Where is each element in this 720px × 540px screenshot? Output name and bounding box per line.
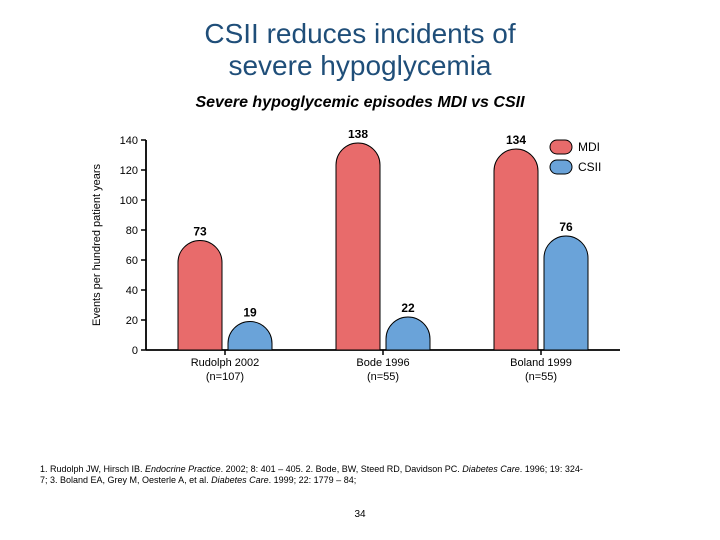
svg-text:138: 138 <box>348 130 368 141</box>
svg-text:134: 134 <box>506 133 526 147</box>
page-number: 34 <box>0 509 720 520</box>
svg-text:73: 73 <box>193 225 207 239</box>
ref-text: Diabetes Care <box>211 475 269 485</box>
svg-text:Bode 1996: Bode 1996 <box>356 357 409 369</box>
bar-chart: 0 20 40 60 80 100 120 140 Events per hundred pat… <box>80 130 640 400</box>
svg-text:(n=55): (n=55) <box>367 371 399 383</box>
title-line-2: severe hypoglycemia <box>228 50 491 81</box>
chart-container: 0 20 40 60 80 100 120 140 Events per hundred pat… <box>80 130 640 400</box>
svg-text:120: 120 <box>120 165 138 177</box>
ref-text: . 2002; 8: 401 – 405. 2. Bode, BW, Steed… <box>221 464 463 474</box>
svg-text:19: 19 <box>243 306 257 320</box>
ref-text: . 1999; 22: 1779 – 84; <box>269 475 357 485</box>
svg-text:Rudolph 2002: Rudolph 2002 <box>191 357 260 369</box>
svg-text:140: 140 <box>120 135 138 147</box>
svg-text:80: 80 <box>126 225 138 237</box>
ref-text: 1. Rudolph JW, Hirsch IB. <box>40 464 145 474</box>
svg-text:Events per hundred patient yea: Events per hundred patient years <box>91 164 103 327</box>
svg-text:(n=107): (n=107) <box>206 371 244 383</box>
slide-subtitle: Severe hypoglycemic episodes MDI vs CSII <box>0 94 720 112</box>
ref-text: Diabetes Care <box>462 464 520 474</box>
svg-text:22: 22 <box>401 301 415 315</box>
svg-text:76: 76 <box>559 220 573 234</box>
ref-text: 7; 3. Boland EA, Grey M, Oesterle A, et … <box>40 475 211 485</box>
title-line-1: CSII reduces incidents of <box>204 18 515 49</box>
svg-text:CSII: CSII <box>578 160 601 174</box>
svg-text:MDI: MDI <box>578 140 600 154</box>
references: 1. Rudolph JW, Hirsch IB. Endocrine Prac… <box>40 464 680 487</box>
svg-text:(n=55): (n=55) <box>525 371 557 383</box>
slide-title: CSII reduces incidents of severe hypogly… <box>0 18 720 82</box>
svg-text:Boland 1999: Boland 1999 <box>510 357 572 369</box>
svg-text:100: 100 <box>120 195 138 207</box>
svg-text:20: 20 <box>126 315 138 327</box>
svg-text:60: 60 <box>126 255 138 267</box>
ref-text: . 1996; 19: 324- <box>520 464 583 474</box>
ref-text: Endocrine Practice <box>145 464 221 474</box>
svg-text:0: 0 <box>132 345 138 357</box>
svg-text:40: 40 <box>126 285 138 297</box>
